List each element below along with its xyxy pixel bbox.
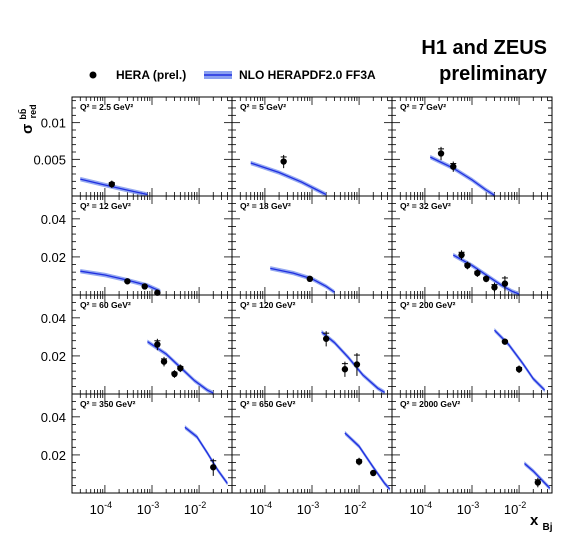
data-point [154,341,161,348]
theory-band [344,430,390,492]
data-point [458,251,465,259]
panel-9: Q² = 350 GeV² [71,393,233,494]
data-point [491,284,498,291]
data-point [353,361,361,368]
data-point [370,469,377,477]
x-tick-label: 10-3 [137,500,159,517]
x-tick-label: 10-4 [410,500,432,517]
header-title-line2: preliminary [439,63,547,85]
theory-line [250,162,327,196]
x-tick-label: 10-3 [297,500,319,517]
panel-label: Q² = 200 GeV² [400,300,456,310]
data-point [210,464,217,471]
x-axis-title: x Bj [530,512,553,533]
data-point [501,338,509,345]
y-tick-label: 0.04 [41,410,66,425]
panel-10: Q² = 650 GeV² [231,393,393,494]
data-point [482,275,490,283]
panel-0: Q² = 2.5 GeV² [71,96,233,197]
panel-label: Q² = 7 GeV² [400,102,446,112]
theory-line [147,341,214,394]
panel-label: Q² = 350 GeV² [80,399,136,409]
y-axis-title-main: σ [19,124,36,134]
x-tick-label: 10-4 [250,500,272,517]
theory-line [80,178,148,196]
panel-6: Q² = 60 GeV² [71,294,233,396]
data-point [124,278,131,285]
panel-label: Q² = 60 GeV² [80,300,131,310]
panel-8: Q² = 200 GeV² [391,294,553,395]
theory-band [430,154,495,198]
y-tick-label: 0.04 [41,212,66,227]
data-point [280,158,287,165]
data-point [355,458,363,465]
data-point [437,150,445,157]
svg-text:σ bb̄ red: σ bb̄ red [13,104,38,134]
panel-label: Q² = 650 GeV² [240,399,296,409]
panel-1: Q² = 5 GeV² [231,96,393,197]
panel-label: Q² = 120 GeV² [240,300,296,310]
legend-theory-label: NLO HERAPDF2.0 FF3A [239,68,376,82]
y-axis-title-sup: bb̄ [18,108,28,119]
data-point [141,283,148,290]
data-point [515,366,523,373]
theory-band [80,269,161,294]
data-point [171,370,178,378]
panel-4: Q² = 18 GeV² [231,195,393,296]
legend-data-label: HERA (prel.) [116,68,186,82]
panel-label: Q² = 32 GeV² [400,201,451,211]
data-point [177,365,184,372]
data-point [160,358,168,365]
x-axis-title-sub: Bj [543,522,553,533]
data-point [534,479,542,486]
x-axis-title-main: x [530,512,539,529]
y-tick-label: 0.005 [33,152,66,167]
data-point [474,269,481,277]
y-axis-title-sub: red [28,104,38,118]
header-title-line1: H1 and ZEUS [421,37,547,59]
data-point [322,335,330,342]
legend-data-marker [89,71,97,79]
data-point [108,181,115,188]
theory-band [184,425,228,486]
panel-label: Q² = 12 GeV² [80,201,131,211]
x-tick-label: 10-2 [504,500,526,517]
y-axis-title: σ bb̄ red [13,104,38,134]
data-point [501,280,509,287]
panel-11: Q² = 2000 GeV² [391,393,553,494]
panel-2: Q² = 7 GeV² [391,96,553,198]
data-point [154,289,161,296]
data-point [306,275,314,283]
panel-label: Q² = 5 GeV² [240,102,286,112]
y-tick-label: 0.02 [41,448,66,463]
theory-line [184,426,228,484]
y-tick-label: 0.02 [41,250,66,265]
panel-7: Q² = 120 GeV² [231,294,393,395]
svg-text:x Bj: x Bj [530,512,553,533]
panel-3: Q² = 12 GeV² [71,195,233,296]
data-point [464,262,471,269]
theory-line [429,156,495,196]
panel-label: Q² = 18 GeV² [240,201,291,211]
theory-line [524,462,551,489]
theory-band [270,266,335,295]
y-tick-label: 0.02 [41,349,66,364]
data-point [341,366,349,373]
y-tick-label: 0.04 [41,311,66,326]
x-tick-label: 10-3 [457,500,479,517]
panel-label: Q² = 2000 GeV² [400,399,460,409]
theory-line [344,432,391,490]
data-point [450,163,457,170]
panel-label: Q² = 2.5 GeV² [80,102,133,112]
x-tick-label: 10-4 [90,500,112,517]
x-tick-label: 10-2 [184,500,206,517]
panel-5: Q² = 32 GeV² [391,195,553,297]
x-tick-label: 10-2 [344,500,366,517]
y-tick-label: 0.01 [41,116,66,131]
legend: HERA (prel.) NLO HERAPDF2.0 FF3A [89,68,376,82]
